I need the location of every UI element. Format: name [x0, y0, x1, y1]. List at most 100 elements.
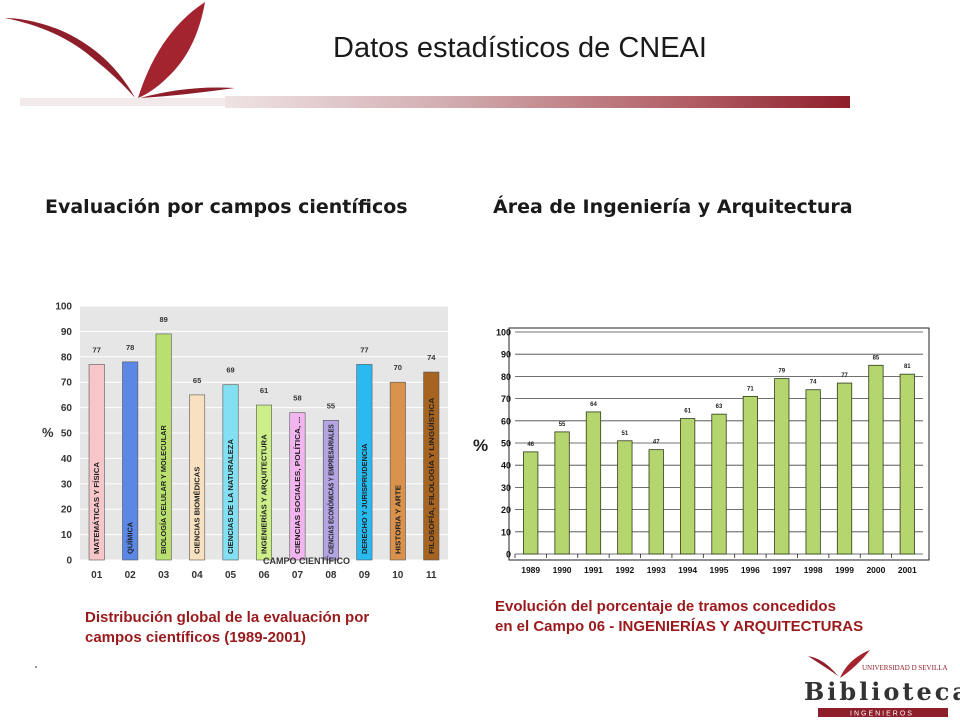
data-label: 69: [226, 366, 234, 375]
data-label: 77: [841, 373, 848, 379]
left-caption-line1: Distribución global de la evaluación por: [85, 609, 370, 626]
data-label: 81: [904, 364, 911, 370]
data-label: 47: [653, 440, 660, 446]
data-label: 61: [260, 386, 268, 395]
y-tick-label: 60: [61, 403, 73, 414]
bar: [523, 451, 539, 555]
data-label: 46: [527, 442, 534, 448]
data-label: 65: [193, 376, 201, 385]
header-rule: [225, 96, 850, 108]
bar: [679, 418, 696, 555]
chart-engineering-evolution: 0 10 20 30 40 50 60 70 80 90 100% 46 1989 55 1990 64 199…: [473, 327, 930, 575]
y-tick-label: 100: [55, 302, 72, 313]
bar: [356, 364, 373, 561]
data-label: 63: [716, 404, 723, 410]
y-tick-label: 70: [501, 394, 511, 404]
slide-title: Datos estadísticos de CNEAI: [333, 32, 707, 64]
y-tick-label: 90: [501, 350, 511, 360]
x-tick-label: 1990: [553, 565, 572, 575]
logo-line2: Biblioteca: [804, 677, 960, 706]
header-rule-light: [20, 98, 225, 106]
bar: [805, 389, 821, 555]
logo-band: [818, 708, 948, 717]
left-section-heading: Evaluación por campos científicos: [45, 196, 408, 218]
bar-inner-label: BIOLOGÍA CELULAR Y MOLECULAR: [159, 425, 168, 554]
bar-inner-label: INGENIERÍAS Y ARQUITECTURA: [260, 434, 269, 554]
bar-inner-label: FILOSOFÍA, FILOLOGÍA Y LINGÜÍSTICA: [427, 398, 436, 554]
x-tick-label: 2000: [866, 565, 885, 575]
right-chart-caption: Evolución del porcentaje de tramos conce…: [495, 597, 863, 637]
y-tick-label: 90: [61, 327, 73, 338]
left-caption-line2: campos científicos (1989-2001): [85, 629, 306, 646]
y-tick-label: 20: [501, 505, 511, 515]
x-tick-label: 06: [258, 570, 270, 581]
y-tick-label: 0: [506, 550, 511, 560]
bar: [256, 404, 272, 561]
bar: [122, 361, 139, 561]
bar: [648, 449, 664, 555]
y-axis-label: %: [42, 425, 54, 440]
x-tick-label: 10: [392, 570, 404, 581]
bar: [899, 373, 915, 555]
bar-inner-label: QUÍMICA: [126, 522, 135, 554]
y-tick-label: 50: [61, 429, 73, 440]
bar-inner-label: CIENCIAS BIOMÉDICAS: [193, 466, 202, 554]
bar: [88, 364, 105, 561]
logo-line1: UNIVERSIDAD D SEVILLA: [862, 664, 948, 672]
bar: [423, 371, 440, 561]
y-tick-label: 70: [61, 378, 73, 389]
x-tick-label: 03: [158, 570, 170, 581]
x-tick-label: 02: [125, 570, 137, 581]
x-tick-label: 1996: [741, 565, 760, 575]
bar: [868, 364, 884, 555]
x-tick-label: 04: [192, 570, 204, 581]
data-label: 55: [327, 401, 335, 410]
bar: [585, 411, 602, 555]
data-label: 79: [778, 369, 785, 375]
x-tick-label: 1999: [835, 565, 854, 575]
x-tick-label: 1993: [647, 565, 666, 575]
y-tick-label: 10: [501, 527, 511, 537]
bar-inner-label: CIENCIAS SOCIALES, POLÍTICA, ...: [293, 417, 302, 554]
logo-swoosh-right: [840, 650, 870, 678]
x-tick-label: 09: [359, 570, 371, 581]
bar: [189, 394, 206, 561]
left-chart-caption: Distribución global de la evaluación por…: [85, 608, 369, 648]
x-tick-label: 1994: [678, 565, 697, 575]
data-label: 78: [126, 343, 134, 352]
bar: [389, 381, 406, 561]
bar: [742, 395, 759, 555]
university-logo-swoosh: [5, 2, 235, 98]
bar-inner-label: DERECHO Y JURISPRUDENCIA: [362, 444, 369, 554]
x-tick-label: 05: [225, 570, 237, 581]
data-label: 61: [684, 409, 691, 415]
bar: [554, 431, 570, 555]
data-label: 55: [559, 422, 566, 428]
bar: [222, 384, 239, 561]
data-label: 85: [873, 355, 880, 361]
logo-swoosh-left: [808, 656, 838, 676]
y-tick-label: 10: [61, 530, 73, 541]
bar: [155, 333, 172, 561]
bar: [617, 440, 633, 555]
logo-line3: INGENIEROS: [850, 711, 914, 718]
y-tick-label: 20: [61, 505, 73, 516]
data-label: 58: [293, 394, 301, 403]
bar-inner-label: MATEMÁTICAS Y FÍSICA: [92, 462, 101, 554]
data-label: 51: [622, 431, 629, 437]
data-label: 89: [159, 315, 167, 324]
data-label: 64: [590, 402, 597, 408]
bar: [836, 382, 853, 555]
x-axis-label: CAMPO CIENTÍFICO: [263, 556, 350, 566]
x-tick-label: 1992: [615, 565, 634, 575]
y-tick-label: 40: [61, 454, 73, 465]
x-tick-label: 1989: [521, 565, 540, 575]
y-tick-label: 100: [496, 328, 511, 338]
data-label: 71: [747, 386, 754, 392]
y-tick-label: 60: [501, 416, 511, 426]
bar-inner-label: CIENCIAS ECONÓMICAS Y EMPRESARIALES: [326, 424, 335, 554]
data-label: 77: [360, 345, 368, 354]
data-label: 77: [93, 345, 101, 354]
library-logo: UNIVERSIDAD D SEVILLA Biblioteca INGENIE…: [804, 650, 960, 718]
y-axis-label: %: [473, 436, 488, 455]
